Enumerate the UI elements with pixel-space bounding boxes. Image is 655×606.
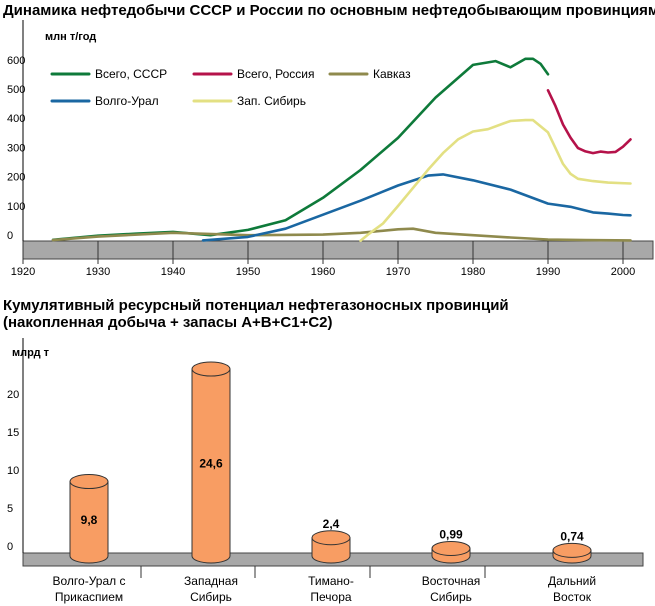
bar-top — [191, 361, 231, 377]
series-line-1 — [546, 89, 632, 155]
y-tick-label: 0 — [7, 230, 13, 242]
x-tick-label: 2000 — [611, 266, 635, 278]
y-tick-label: 500 — [7, 84, 25, 96]
bar-top — [311, 530, 351, 546]
x-tick-label: 1920 — [11, 266, 35, 278]
series-line-4 — [359, 118, 632, 242]
category-label: Волго-Урал с — [53, 574, 126, 588]
category-label: Прикаспием — [55, 590, 123, 604]
x-tick-label: 1960 — [311, 266, 335, 278]
x-tick-label: 1940 — [161, 266, 185, 278]
chart2-subtitle: (накопленная добыча + запасы А+В+С1+С2) — [3, 314, 333, 331]
chart2-title: Кумулятивный ресурсный потенциал нефтега… — [3, 297, 509, 314]
category-label: Дальний — [548, 574, 596, 588]
chart1-title: Динамика нефтедобычи СССР и России по ос… — [3, 2, 655, 19]
category-label: Восточная — [422, 574, 481, 588]
legend-label-1: Всего, Россия — [237, 67, 314, 81]
x-tick-label: 1980 — [461, 266, 485, 278]
series-line-2 — [51, 227, 632, 242]
bar-1 — [191, 361, 231, 564]
legend-label-4: Зап. Сибирь — [237, 94, 306, 108]
bar-0 — [69, 474, 109, 564]
bar-body — [191, 368, 231, 564]
x-tick-label: 1950 — [236, 266, 260, 278]
bar-body — [69, 481, 109, 564]
production-line-chart: 1920 1930 1940 1950 1960 1970 1980 1990 2000 0 100… — [7, 20, 654, 278]
bar-top — [431, 540, 471, 556]
bar-top — [552, 542, 592, 558]
category-label: Тимано- — [308, 574, 354, 588]
bar-value-label: 9,8 — [81, 513, 98, 527]
y-tick-label: 200 — [7, 172, 25, 184]
bar-top — [69, 474, 109, 490]
bar-4 — [552, 542, 592, 564]
legend-label-2: Кавказ — [373, 67, 411, 81]
y-tick-label: 300 — [7, 142, 25, 154]
y-tick-label: 20 — [7, 389, 19, 401]
y-tick-label: 100 — [7, 201, 25, 213]
x-tick-label: 1970 — [386, 266, 410, 278]
y-tick-label: 5 — [7, 503, 13, 515]
category-label: Сибирь — [430, 590, 472, 604]
bar-value-label: 24,6 — [199, 457, 223, 471]
bar-2 — [311, 530, 351, 564]
y-tick-label: 0 — [7, 541, 13, 553]
y-axis-unit-label: млрд т — [12, 347, 50, 359]
legend-label-0: Всего, СССР — [95, 67, 167, 81]
bar-3 — [431, 540, 471, 564]
y-tick-label: 10 — [7, 465, 19, 477]
category-label: Западная — [184, 574, 238, 588]
x-tick-label: 1930 — [86, 266, 110, 278]
bar-value-label: 0,74 — [560, 529, 584, 543]
y-tick-label: 15 — [7, 427, 19, 439]
category-label: Печора — [310, 590, 352, 604]
category-label: Восток — [553, 590, 592, 604]
bar-value-label: 2,4 — [323, 517, 340, 531]
y-tick-label: 600 — [7, 55, 25, 67]
series-line-3 — [201, 173, 632, 242]
category-label: Сибирь — [190, 590, 232, 604]
bar-value-label: 0,99 — [439, 527, 463, 541]
y-tick-label: 400 — [7, 113, 25, 125]
legend-label-3: Волго-Урал — [95, 94, 159, 108]
y-axis-unit-label: млн т/год — [45, 31, 96, 43]
x-tick-label: 1990 — [536, 266, 560, 278]
